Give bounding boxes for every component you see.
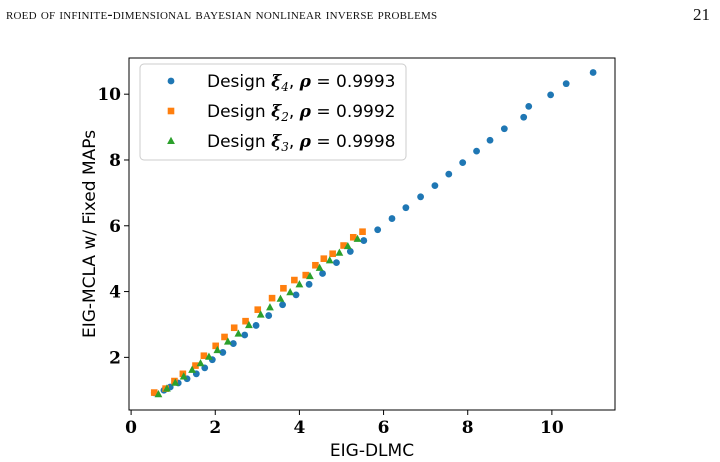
data-point xyxy=(234,329,243,337)
running-head: roed of infinite-dimensional bayesian no… xyxy=(0,0,720,30)
data-point xyxy=(320,255,328,262)
data-point xyxy=(292,291,300,299)
data-point xyxy=(589,69,597,76)
data-point xyxy=(196,359,205,367)
data-point xyxy=(268,294,276,302)
data-point xyxy=(374,226,382,234)
data-point xyxy=(256,310,265,318)
x-tick-label: 0 xyxy=(125,418,137,438)
legend-marker xyxy=(167,77,175,85)
data-point xyxy=(245,320,253,329)
data-point xyxy=(162,384,171,392)
data-point xyxy=(486,136,494,144)
data-point xyxy=(306,271,314,280)
data-point xyxy=(286,288,295,296)
data-point xyxy=(279,301,286,309)
data-point xyxy=(312,261,319,269)
data-point xyxy=(302,271,310,279)
x-tick-label: 4 xyxy=(293,418,305,438)
x-tick-label: 2 xyxy=(209,418,221,438)
data-point xyxy=(329,250,336,258)
legend-marker xyxy=(167,107,175,115)
x-tick-label: 8 xyxy=(462,418,474,438)
data-point xyxy=(179,372,188,380)
data-point xyxy=(200,352,208,360)
data-point xyxy=(241,331,249,339)
data-point xyxy=(562,80,570,88)
data-point xyxy=(242,317,249,325)
y-tick-label: 10 xyxy=(97,85,121,105)
y-axis-title: EIG-MCLA w/ Fixed MAPs xyxy=(80,130,100,338)
data-marks xyxy=(150,69,597,398)
data-point xyxy=(335,248,344,256)
data-point xyxy=(223,337,232,345)
data-point xyxy=(346,248,354,255)
data-point xyxy=(295,280,304,288)
y-tick-label: 6 xyxy=(109,217,121,237)
legend-marker xyxy=(167,136,175,144)
data-point xyxy=(266,303,274,311)
legend-label: Design ξ3, ρ = 0.9998 xyxy=(207,132,396,154)
data-point xyxy=(154,390,163,398)
data-point xyxy=(500,125,508,133)
plot-frame xyxy=(128,57,616,411)
y-tick-label: 8 xyxy=(109,151,121,171)
data-point xyxy=(171,378,180,386)
data-point xyxy=(431,182,439,190)
data-point xyxy=(353,234,362,242)
data-point xyxy=(459,159,467,167)
data-point xyxy=(473,147,480,155)
data-point xyxy=(547,91,555,99)
data-point xyxy=(340,242,347,249)
data-point xyxy=(150,389,158,396)
data-point xyxy=(205,352,213,360)
running-title: roed of infinite-dimensional bayesian no… xyxy=(6,6,438,23)
x-tick-label: 6 xyxy=(378,418,390,438)
data-point xyxy=(229,340,237,347)
data-point xyxy=(359,228,366,235)
data-point xyxy=(402,204,410,212)
data-point xyxy=(520,113,528,121)
data-point xyxy=(343,241,352,250)
data-point xyxy=(445,170,453,178)
y-tick-label: 4 xyxy=(109,283,121,303)
data-point xyxy=(305,280,313,288)
data-point xyxy=(230,324,238,332)
data-point xyxy=(333,259,340,267)
axis-ticks: 0 2 4 6 8 10 2 4 6 8 10 xyxy=(97,85,564,438)
data-point xyxy=(280,284,287,292)
data-point xyxy=(349,233,357,241)
data-point xyxy=(265,312,273,319)
data-point xyxy=(417,193,424,201)
y-tick-label: 2 xyxy=(109,348,121,368)
data-point xyxy=(219,349,227,356)
x-axis-title: EIG-DLMC xyxy=(330,441,414,461)
data-point xyxy=(360,237,368,244)
data-point xyxy=(319,270,326,277)
data-point xyxy=(325,256,334,264)
data-point xyxy=(188,365,197,373)
legend-label: Design ξ2, ρ = 0.9992 xyxy=(207,102,396,124)
data-point xyxy=(525,102,533,110)
data-point xyxy=(276,294,285,302)
data-point xyxy=(213,345,222,354)
series-2-points xyxy=(150,228,366,396)
page-number: 21 xyxy=(693,5,710,24)
data-point xyxy=(212,342,219,350)
data-point xyxy=(252,322,260,329)
legend-label: Design ξ4, ρ = 0.9993 xyxy=(207,72,396,94)
data-point xyxy=(291,276,298,284)
x-tick-label: 10 xyxy=(540,418,564,438)
legend-box xyxy=(139,63,407,161)
data-point xyxy=(254,306,262,313)
data-point xyxy=(192,362,199,369)
data-point xyxy=(388,215,396,222)
data-point xyxy=(221,333,228,341)
data-point xyxy=(315,263,324,271)
legend: Design ξ4, ρ = 0.9993 Design ξ2, ρ = 0.99… xyxy=(139,63,407,161)
series-3-points xyxy=(154,234,362,398)
